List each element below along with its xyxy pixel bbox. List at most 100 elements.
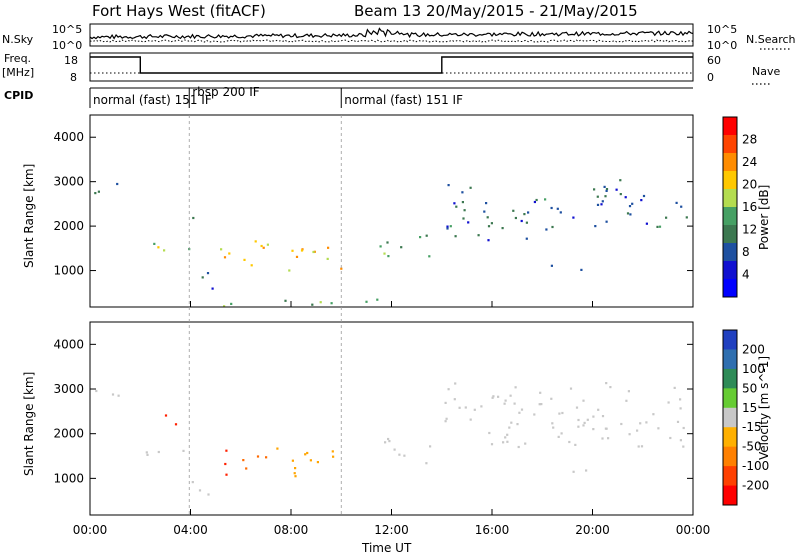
data-cell (265, 456, 268, 459)
colorbar-tick-label: 50 (742, 381, 757, 395)
data-cell (207, 493, 210, 496)
velocity-colorbar: 200 100 50 15 -15 -50 -100 -200 (722, 329, 769, 506)
data-cell (540, 403, 543, 406)
data-cell (580, 268, 583, 271)
data-cell (446, 225, 449, 228)
data-cell (245, 467, 248, 470)
data-cell (311, 303, 314, 306)
data-cell (645, 222, 648, 225)
velocity-y-axis: 4000 3000 2000 1000 (53, 337, 693, 485)
data-cell (383, 252, 386, 255)
data-cell (525, 237, 528, 240)
data-cell (601, 415, 605, 418)
data-cell (365, 300, 368, 303)
data-cell (596, 195, 599, 198)
data-cell (682, 426, 685, 430)
data-cell (191, 481, 194, 484)
velocity-colorbar-label: Velocity [m s^-1] (757, 356, 771, 460)
colorbar-swatch (723, 349, 737, 370)
data-cell (607, 437, 610, 440)
data-cell (509, 394, 512, 397)
data-cell (327, 246, 330, 249)
data-cell (331, 450, 334, 453)
data-cell (604, 427, 607, 430)
data-cell (157, 450, 160, 454)
data-cell (316, 461, 319, 464)
data-cell (625, 399, 628, 402)
colorbar-tick-label: 200 (742, 342, 765, 356)
freq-tick-bottom: 8 (70, 71, 77, 84)
colorbar-swatch (723, 117, 737, 136)
data-cell (340, 267, 343, 270)
data-cell (676, 420, 680, 423)
data-cell (513, 402, 516, 405)
data-cell (523, 213, 526, 216)
colorbar-swatch (723, 207, 737, 226)
data-cell (220, 248, 223, 251)
colorbar-tick-label: 24 (742, 155, 757, 169)
data-cell (485, 202, 488, 205)
data-cell (211, 287, 214, 290)
data-cell (453, 398, 456, 401)
data-cell (387, 255, 390, 258)
power-ylabel: Slant Range [km] (22, 164, 36, 268)
data-cell (667, 401, 670, 404)
data-cell (551, 225, 554, 229)
data-cell (577, 425, 580, 428)
data-cell (679, 398, 682, 401)
data-cell (620, 422, 623, 426)
data-cell (550, 397, 553, 400)
data-cell (518, 411, 521, 414)
colorbar-swatch (723, 388, 737, 409)
data-cell (447, 184, 450, 187)
data-cell (586, 418, 589, 421)
data-cell (569, 387, 573, 390)
data-cell (288, 269, 291, 272)
data-cell (502, 441, 505, 444)
nsearch-tick-top: 10^5 (707, 23, 737, 36)
data-cell (486, 216, 489, 219)
data-cell (332, 455, 335, 458)
data-cell (629, 213, 632, 216)
y-tick-label: 3000 (53, 175, 84, 189)
data-cell (516, 423, 519, 426)
data-cell (631, 202, 634, 205)
y-tick-label: 2000 (53, 219, 84, 233)
data-cell (679, 439, 682, 442)
colorbar-swatch (723, 243, 737, 262)
data-cell (445, 417, 448, 420)
noise-panel-frame (89, 23, 694, 47)
data-cell (544, 198, 547, 201)
data-cell (673, 386, 676, 389)
data-cell (512, 209, 515, 212)
data-cell (393, 448, 396, 451)
data-cell (242, 459, 245, 462)
y-tick-label: 4000 (53, 130, 84, 144)
data-cell (206, 272, 210, 275)
data-cell (444, 401, 447, 404)
cpid-segment-label: normal (fast) 151 IF (344, 93, 463, 107)
data-cell (669, 436, 672, 440)
data-cell (574, 443, 577, 446)
data-cell (624, 196, 627, 199)
data-cell (301, 248, 304, 251)
data-cell (640, 445, 644, 448)
data-cell (605, 220, 608, 223)
data-cell (535, 198, 538, 202)
data-cell (403, 454, 406, 457)
data-cell (182, 449, 185, 452)
x-tick-label: 00:00 (73, 523, 108, 537)
data-cell (446, 227, 449, 230)
data-cell (583, 421, 586, 424)
beam-label: Beam 13 (354, 2, 421, 20)
data-cell (157, 246, 160, 249)
data-cell (488, 431, 491, 435)
data-cell (657, 427, 660, 430)
colorbar-swatch (723, 279, 737, 298)
data-cell (568, 440, 571, 444)
data-cell (645, 421, 648, 424)
nsky-trace (89, 27, 694, 40)
colorbar-swatch (723, 330, 737, 350)
colorbar-swatch (723, 261, 737, 280)
data-cell (467, 221, 470, 224)
